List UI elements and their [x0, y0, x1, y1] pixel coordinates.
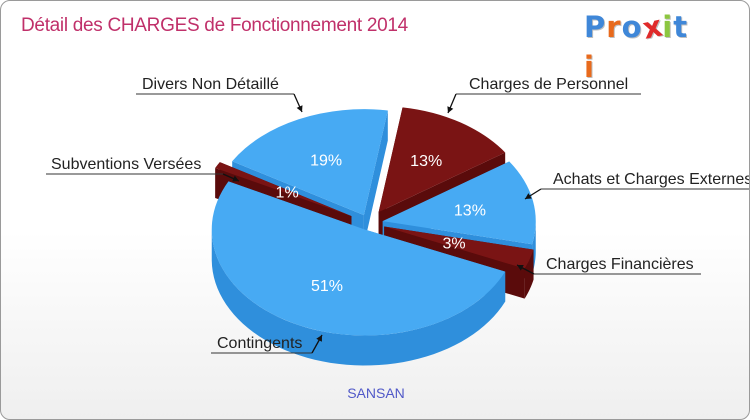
logo-letter: P [584, 10, 607, 44]
pie-slice-subventions-vers-es[interactable] [215, 162, 352, 217]
proxiti-logo[interactable]: Proxiti [584, 7, 694, 84]
leader-lines [46, 93, 749, 354]
commune-name: SANSAN [347, 385, 405, 401]
logo-letter: r [606, 10, 622, 44]
pie-slice-charges-financi-res[interactable] [384, 226, 534, 269]
slice-wall [363, 110, 388, 246]
percent-label: 13% [410, 153, 442, 170]
percent-label: 19% [310, 153, 342, 170]
arrow-head [296, 105, 303, 112]
percent-label: 51% [311, 278, 343, 295]
pie-slice-divers-non-d-taill-[interactable] [232, 109, 388, 216]
logo-letter: i [584, 50, 595, 84]
percent-label: 13% [454, 203, 486, 220]
logo-letter: o [621, 10, 643, 44]
arrow-head [316, 335, 322, 342]
label-achats: Achats et Charges Externes [553, 171, 750, 188]
slice-outer-wall [211, 230, 506, 366]
pie-slice-achats-et-charges-externes[interactable] [382, 161, 536, 245]
percent-label: 1% [276, 185, 299, 202]
slice-labels: Charges de Personnel Achats et Charges Ex… [51, 76, 750, 352]
logo-letter: t [673, 10, 689, 44]
pie-slice-contingents[interactable] [211, 181, 506, 336]
label-personnel: Charges de Personnel [469, 76, 628, 93]
percent-labels: 13% 13% 3% 51% 1% 19% [276, 153, 486, 296]
label-financieres: Charges Financières [546, 256, 694, 273]
label-divers: Divers Non Détaillé [142, 76, 279, 93]
label-contingents: Contingents [217, 335, 302, 352]
arrow-head [447, 106, 454, 113]
arrow-head [525, 193, 532, 199]
logo-letter: i [662, 10, 674, 44]
label-subventions: Subventions Versées [51, 156, 201, 173]
arrow-head [517, 264, 524, 271]
pie-tops [211, 107, 536, 336]
pie-slice-charges-de-personnel[interactable] [378, 107, 506, 213]
slice-outer-wall [524, 249, 534, 299]
percent-label: 3% [443, 235, 466, 252]
arrow-head [232, 175, 239, 182]
chart-title: Détail des CHARGES de Fonctionnement 201… [21, 15, 408, 36]
